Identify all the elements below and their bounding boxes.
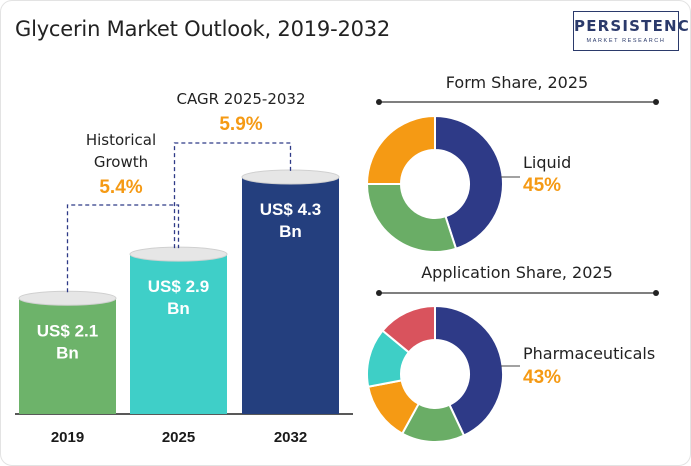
bar-2025 xyxy=(130,254,227,414)
form-highlight-value: 45% xyxy=(523,175,562,196)
company-logo: PERSISTENCE MARKET RESEARCH xyxy=(573,11,691,51)
bar-value-unit-2025: Bn xyxy=(167,299,190,318)
x-tick-2025: 2025 xyxy=(162,429,195,446)
cagr-value: 5.9% xyxy=(219,114,263,135)
bar-value-label-2025: US$ 2.9 xyxy=(148,277,209,296)
x-tick-2032: 2032 xyxy=(274,429,307,446)
form-share-divider-dot-left xyxy=(376,99,382,105)
form-share-title: Form Share, 2025 xyxy=(445,73,589,92)
form-share-slice-2 xyxy=(365,183,458,253)
bar-value-label-2032: US$ 4.3 xyxy=(260,200,321,219)
form-share-slice-3 xyxy=(365,114,436,185)
historical-growth-label: Historical Growth xyxy=(61,129,181,173)
application-share-divider-dot-right xyxy=(653,290,659,296)
x-tick-2019: 2019 xyxy=(51,429,84,446)
application-highlight-value: 43% xyxy=(523,367,562,388)
bar-2019 xyxy=(19,298,116,414)
bar-value-unit-2019: Bn xyxy=(56,343,79,362)
cagr-label: CAGR 2025-2032 xyxy=(176,90,306,108)
cagr-connector xyxy=(173,142,292,249)
bar-top-2025 xyxy=(129,246,228,262)
bar-value-label-2019: US$ 2.1 xyxy=(37,321,98,340)
historical-label-line-2: Growth xyxy=(93,153,149,171)
application-highlight-label: Pharmaceuticals xyxy=(523,344,656,363)
form-highlight-label: Liquid xyxy=(523,153,572,172)
logo-sub-text: MARKET RESEARCH xyxy=(586,38,666,44)
application-share-divider-dot-left xyxy=(376,290,382,296)
application-share-slice-1 xyxy=(434,304,504,437)
application-share-slice-5 xyxy=(381,304,436,354)
bar-top-2032 xyxy=(241,169,340,185)
form-share-slice-1 xyxy=(434,114,504,250)
logo-main-text: PERSISTENCE xyxy=(574,17,691,35)
historical-growth-value: 5.4% xyxy=(99,177,143,198)
form-share-divider-dot-right xyxy=(653,99,659,105)
bar-value-unit-2032: Bn xyxy=(279,222,302,241)
bar-2032 xyxy=(242,177,339,414)
historical-label-line-1: Historical xyxy=(85,131,157,149)
application-share-title: Application Share, 2025 xyxy=(421,263,613,282)
bar-top-2019 xyxy=(18,290,117,306)
historical-growth-connector xyxy=(66,204,180,293)
page-title: Glycerin Market Outlook, 2019-2032 xyxy=(15,17,391,41)
